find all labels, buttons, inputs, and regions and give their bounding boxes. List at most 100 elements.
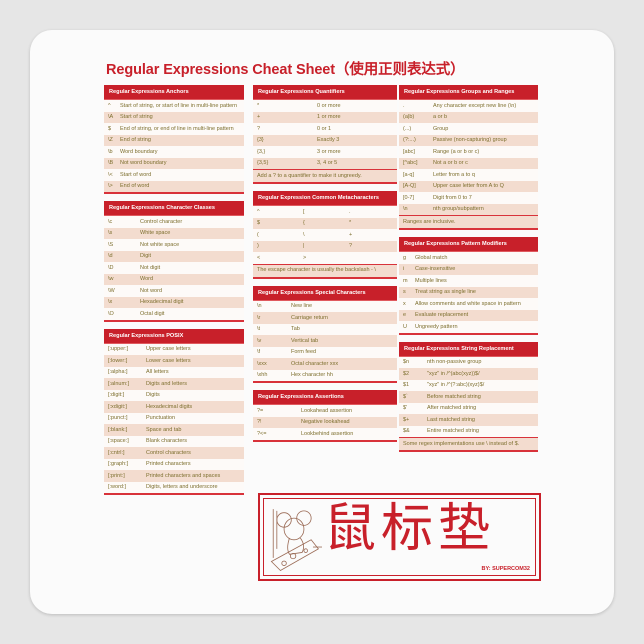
row-value: > — [303, 254, 307, 261]
row-key: {3} — [257, 137, 264, 143]
row-value: Vertical tab — [291, 337, 319, 344]
table-row: ^ Start of string, or start of line in mu… — [104, 100, 244, 112]
row-value: Case-insensitive — [415, 266, 456, 272]
row-key: $` — [403, 393, 408, 400]
table-row: +1 or more — [253, 111, 397, 123]
cheat-section: Regular Expressions Groups and Ranges. An… — [399, 85, 538, 230]
row-key: \r — [257, 314, 261, 321]
table-row: * 0 or more — [253, 100, 397, 112]
row-key: + — [257, 114, 261, 120]
page-title: Regular Expressions Cheat Sheet（使用正则表达式） — [106, 62, 465, 78]
row-key: $ — [257, 220, 261, 226]
cheat-section: Regular Expressions POSIX [:upper:] Upper … — [104, 328, 244, 495]
row-value: Treat string as single line — [415, 289, 476, 295]
row-value: Before matched string — [427, 393, 481, 400]
row-key: $& — [403, 428, 410, 434]
table-row: ?<= Lookbehind assertion — [253, 428, 397, 440]
table-row: \O Octal digit — [104, 308, 244, 320]
row-key: [:blank:] — [108, 426, 128, 433]
table-row: [:lower:] Lower case letters — [104, 355, 244, 367]
row-key: {3,} — [257, 148, 266, 155]
cheat-section: Regular Expressions Special Characters \n… — [253, 285, 397, 383]
row-value: Ungreedy pattern — [415, 323, 458, 330]
row-value: Range (a or b or c) — [433, 148, 480, 155]
row-key: $ — [108, 125, 112, 132]
section-header: Regular Expressions Groups and Ranges — [399, 85, 538, 100]
row-key: m — [403, 277, 408, 284]
row-key: $+ — [403, 416, 410, 423]
section-header: Regular Expressions POSIX — [104, 328, 244, 344]
row-key: (?:...) — [403, 137, 416, 143]
row-key: \< — [108, 171, 113, 178]
row-value: nth non-passive group — [427, 359, 482, 365]
table-row: ?! Negative lookahead — [253, 416, 397, 428]
row-value: Digits — [146, 392, 160, 398]
row-key: \s — [108, 230, 113, 236]
table-row: \b Word boundary — [104, 146, 244, 158]
table-row: \B Not word boundary — [104, 157, 244, 169]
row-value: Group — [433, 125, 449, 132]
row-key: \S — [108, 241, 114, 248]
table-row: [:upper:] Upper case letters — [104, 343, 244, 355]
section-note: Add a ? to a quantifier to make it ungre… — [253, 169, 397, 182]
row-value: Tab — [291, 326, 300, 332]
section-header: Regular Expressions Pattern Modifiers — [399, 237, 538, 252]
row-value: 3 or more — [317, 148, 341, 155]
table-row: $& Entire matched string — [399, 425, 538, 437]
row-value: Not digit — [140, 264, 161, 271]
row-key: \v — [257, 337, 262, 344]
row-value: Evaluate replacement — [415, 312, 469, 318]
row-key: [^abc] — [403, 160, 418, 166]
row-key: \O — [108, 310, 114, 317]
row-value: 0 or 1 — [317, 125, 332, 132]
row-value: 1 or more — [317, 114, 341, 120]
section-header: Regular Expression Common Metacharacters — [253, 191, 397, 206]
table-row: \> End of word — [104, 180, 244, 192]
row-value: Digit from 0 to 7 — [433, 194, 472, 201]
table-row: m Multiple lines — [399, 275, 538, 287]
table-row: $+ Last matched string — [399, 414, 538, 426]
row-key: [:punct:] — [108, 415, 128, 421]
row-value: Not word boundary — [120, 160, 167, 166]
row-value: { — [303, 220, 305, 226]
row-key: [A-Q] — [403, 183, 416, 189]
row-key: [abc] — [403, 148, 415, 155]
table-row: [^abc] Not a or b or c — [399, 157, 538, 169]
table-row: \xxx Octal character xxx — [253, 358, 397, 370]
table-row: \f Form feed — [253, 346, 397, 358]
row-key: $2 — [403, 370, 410, 377]
row-value: Digit — [140, 253, 152, 259]
row-key: \b — [108, 148, 113, 155]
logo-box: 鼠标垫 BY: SUPERCOM32 — [258, 493, 541, 581]
table-row: [:blank:] Space and tab — [104, 424, 244, 436]
table-row: < > — [253, 252, 397, 264]
row-key: [:print:] — [108, 472, 125, 479]
row-value: Lookbehind assertion — [301, 430, 354, 437]
row-key: [:word:] — [108, 484, 127, 490]
row-value: Control characters — [146, 449, 191, 456]
table-row: [:cntrl:] Control characters — [104, 447, 244, 459]
row-key: (a|b) — [403, 114, 415, 120]
row-value: nth group/subpattern — [433, 206, 484, 212]
section-header: Regular Expressions Assertions — [253, 390, 397, 405]
row-key: ?! — [257, 419, 262, 425]
row-key: [:space:] — [108, 438, 129, 444]
table-row: . Any character except new line (\n) — [399, 100, 538, 112]
table-row: [:space:] Blank characters — [104, 435, 244, 447]
row-value: Passive (non-capturing) group — [433, 137, 507, 143]
row-key: [0-7] — [403, 194, 415, 201]
table-row: s Treat string as single line — [399, 286, 538, 298]
row-value: Printed characters — [146, 461, 191, 467]
row-value: Not word — [140, 287, 163, 294]
row-key: [:digit:] — [108, 392, 125, 398]
table-row: [:digit:] Digits — [104, 389, 244, 401]
cheat-section: Regular Expressions Quantifiers * 0 or mor… — [253, 85, 397, 184]
row-value: Printed characters and spaces — [146, 472, 221, 479]
table-row: $ {* — [253, 217, 397, 229]
row-value: "xyz" in /^(abc(xyz))$/ — [427, 370, 480, 377]
section-note: Some regex implementations use \ instead… — [399, 437, 538, 450]
row-value: Control character — [140, 218, 183, 225]
row-value: | — [303, 243, 305, 249]
table-row: (...) Group — [399, 123, 538, 135]
table-row: (\ + — [253, 229, 397, 241]
